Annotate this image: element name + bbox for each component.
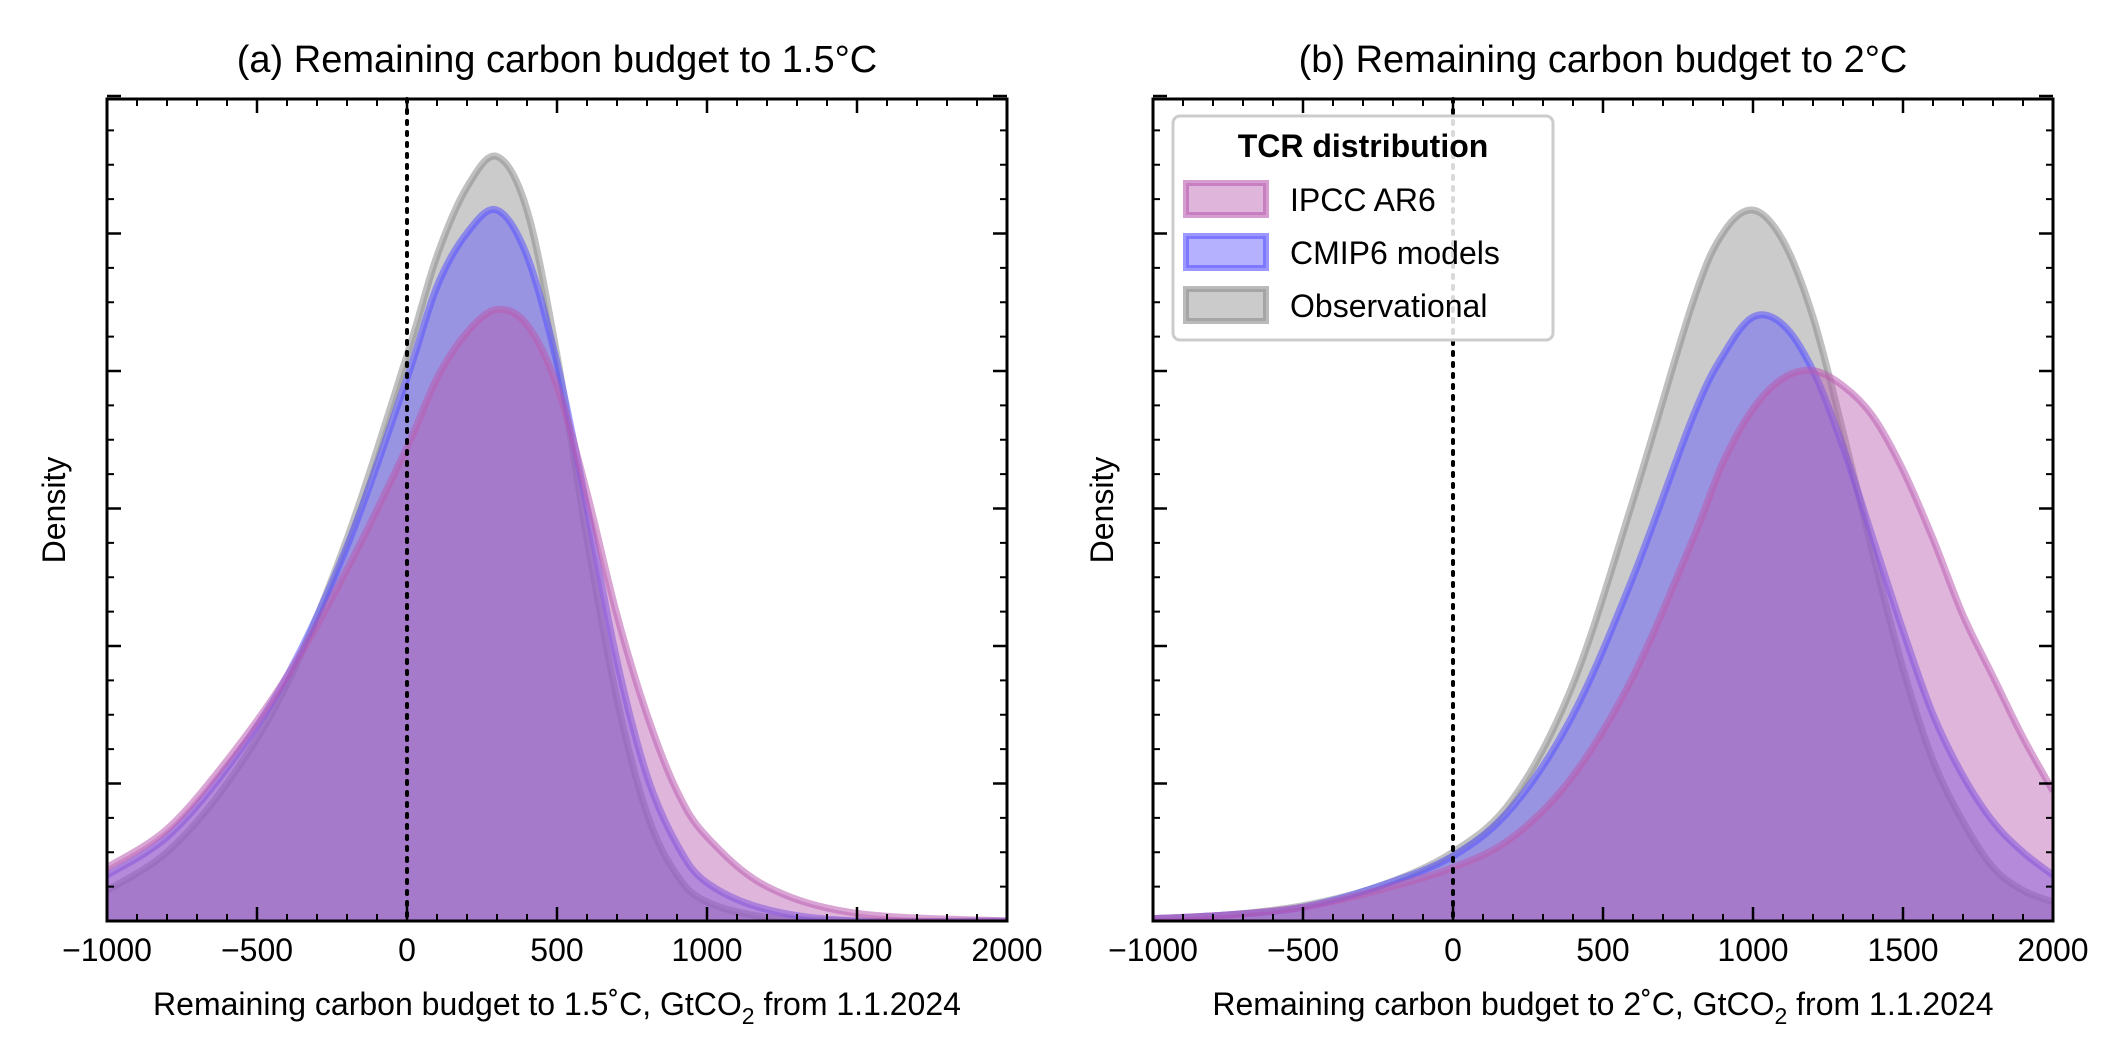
legend-swatch-observational [1183, 286, 1269, 324]
panel-b-title: (b) Remaining carbon budget to 2°C [1299, 39, 1908, 81]
panel-b-xlabel: Remaining carbon budget to 2˚C, GtCO2 fr… [1212, 986, 1993, 1029]
panel-b-line-cmip6 [1153, 311, 2053, 921]
panel-b-area-cmip6 [1153, 314, 2053, 921]
legend-entry-cmip6: CMIP6 models [1183, 233, 1500, 271]
panel-a-title: (a) Remaining carbon budget to 1.5°C [237, 39, 877, 81]
panel-a: −1000 −500 0 500 1000 1500 2000 (a) Remaining … [36, 39, 1043, 1029]
panel-a-xtick-label: 500 [530, 932, 583, 968]
panel-b-ylabel: Density [1084, 457, 1120, 564]
panel-b-area-ipcc [1153, 370, 2053, 921]
panel-b-tick-labels: −1000 −500 0 500 1000 1500 2000 [1108, 932, 2089, 968]
panel-a-series [107, 152, 1007, 921]
panel-b-xlabel-main: Remaining carbon budget to 2˚C, GtCO [1212, 986, 1774, 1022]
panel-a-xlabel-tail: from 1.1.2024 [755, 986, 961, 1022]
panel-a-frame [105, 97, 1009, 923]
legend-entry-observational: Observational [1183, 286, 1487, 324]
panel-b-xtick-label: −1000 [1108, 932, 1198, 968]
panel-b-xtick-label: 2000 [2017, 932, 2088, 968]
legend-label-observational: Observational [1290, 288, 1487, 324]
panel-b-area-observational [1153, 209, 2053, 921]
panel-a-xlabel: Remaining carbon budget to 1.5˚C, GtCO2 … [153, 986, 961, 1029]
panel-a-xtick-label: −500 [221, 932, 293, 968]
panel-a-xtick-label: 0 [398, 932, 416, 968]
legend-label-cmip6: CMIP6 models [1290, 235, 1500, 271]
legend-swatch-ipcc [1183, 180, 1269, 218]
panel-b-series [1153, 206, 2053, 921]
panel-a-xtick-label: 1500 [821, 932, 892, 968]
panel-a-xlabel-main: Remaining carbon budget to 1.5˚C, GtCO [153, 986, 742, 1022]
panel-b-xlabel-tail: from 1.1.2024 [1787, 986, 1993, 1022]
panel-b: −1000 −500 0 500 1000 1500 2000 (b) Remaining … [1084, 39, 2089, 1029]
panel-b-frame [1151, 97, 2055, 923]
panel-a-area-cmip6 [107, 209, 1007, 921]
panel-b-xtick-label: −500 [1267, 932, 1339, 968]
panel-b-xtick-label: 1500 [1867, 932, 1938, 968]
panel-b-xtick-label: 1000 [1717, 932, 1788, 968]
panel-a-line-ipcc [107, 305, 1007, 921]
panel-a-xtick-label: 1000 [671, 932, 742, 968]
panel-a-area-ipcc [107, 309, 1007, 921]
legend: TCR distribution IPCC AR6 CMIP6 models O… [1171, 114, 1555, 342]
panel-b-xtick-label: 500 [1576, 932, 1629, 968]
panel-a-xtick-label: −1000 [62, 932, 152, 968]
legend-title: TCR distribution [1238, 128, 1489, 164]
panel-b-line-ipcc [1153, 366, 2053, 921]
panel-a-xlabel-sub: 2 [742, 1003, 755, 1029]
panel-b-xlabel-sub: 2 [1774, 1003, 1787, 1029]
legend-frame [1171, 114, 1555, 342]
legend-entry-ipcc: IPCC AR6 [1183, 180, 1436, 218]
legend-swatch-cmip6 [1183, 233, 1269, 271]
panel-a-ylabel: Density [36, 457, 72, 564]
panel-a-xtick-label: 2000 [971, 932, 1042, 968]
panel-a-tick-labels: −1000 −500 0 500 1000 1500 2000 [62, 932, 1043, 968]
legend-label-ipcc: IPCC AR6 [1290, 182, 1436, 218]
panel-b-xtick-label: 0 [1444, 932, 1462, 968]
panel-a-area-observational [107, 156, 1007, 921]
